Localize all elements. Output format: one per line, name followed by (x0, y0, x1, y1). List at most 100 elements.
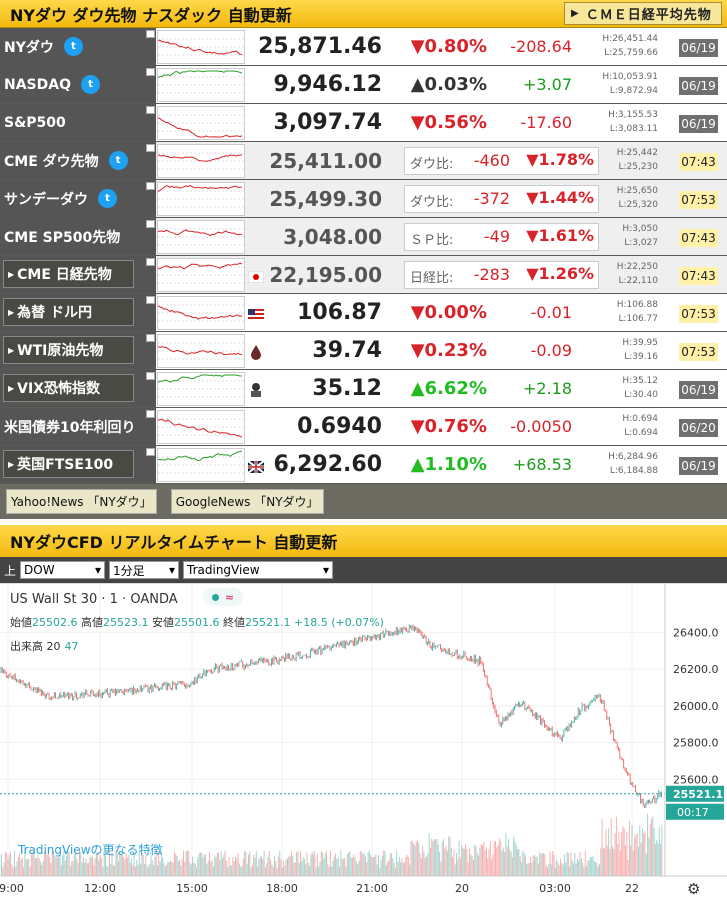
update-time: 06/19 (679, 381, 718, 399)
expand-icon[interactable] (146, 68, 155, 76)
yahoo-news-link[interactable]: Yahoo!News 「NYダウ」 (6, 489, 157, 514)
update-time: 06/19 (679, 77, 718, 95)
volume-bar (631, 824, 633, 876)
volume-bar (242, 858, 244, 876)
row-name-button[interactable]: ▶ VIX恐怖指数 (3, 374, 134, 402)
quote-row: ▶ 為替 ドル円 106.87 ▼0.00% -0.01 H:106.88 L:106.7… (0, 294, 727, 332)
volume-bar (229, 865, 231, 876)
volume-bar (656, 839, 658, 876)
sparkline[interactable] (146, 30, 245, 64)
volume-bar (478, 855, 480, 876)
candlestick-plot[interactable]: 26400.0 26200.0 26000.0 25800.0 25600.0 25521… (0, 584, 727, 902)
interval-select[interactable]: 1分足 ▾ (109, 561, 180, 579)
tradingview-chart[interactable]: 26400.0 26200.0 26000.0 25800.0 25600.0 25521… (0, 583, 727, 902)
google-news-link[interactable]: GoogleNews 「NYダウ」 (170, 489, 324, 514)
settings-gear-icon[interactable]: ⚙ (687, 880, 700, 898)
change-value: -0.01 (530, 303, 572, 322)
high-low: H:0.694 L:0.694 (622, 414, 658, 438)
sparkline[interactable] (146, 410, 245, 444)
volume-bar (85, 858, 87, 876)
expand-icon[interactable] (146, 182, 155, 190)
row-name-button[interactable]: ▶ 為替 ドル円 (3, 298, 134, 326)
change-percent: ▲0.03% (410, 74, 487, 95)
sparkline[interactable] (146, 258, 245, 292)
volume-bar (244, 851, 246, 876)
symbol-select[interactable]: DOW ▾ (20, 561, 106, 579)
expand-icon[interactable] (146, 372, 155, 380)
sparkline[interactable] (146, 448, 245, 482)
provider-select[interactable]: TradingView ▾ (183, 561, 334, 579)
volume-bar (413, 843, 415, 876)
volume-bar (388, 860, 390, 876)
time-tick: 03:00 (539, 882, 571, 895)
volume-bar (296, 852, 298, 876)
twitter-icon[interactable]: t (63, 37, 83, 56)
sparkline[interactable] (146, 182, 245, 216)
status-pill[interactable]: ≈ (203, 588, 243, 606)
volume-bar (137, 864, 139, 876)
price-value: 3,048.00 (283, 224, 382, 249)
quote-row: サンデーダウ t 25,499.30 ダウ比: -372 ▼1.44% H:25,65… (0, 180, 727, 218)
volume-bar (131, 858, 132, 876)
volume-bar (482, 845, 483, 876)
cme-nikkei-button[interactable]: ▶ ＣＭＥ日経平均先物 (564, 2, 722, 25)
volume-bar (641, 828, 643, 876)
change-percent: ▼0.80% (410, 36, 487, 57)
volume-bar (54, 855, 56, 876)
us-flag-icon (248, 306, 264, 321)
volume-bar (46, 854, 48, 876)
expand-icon[interactable] (146, 220, 155, 228)
volume-bar (25, 858, 27, 876)
volume-bar (480, 844, 482, 876)
volume-bar (457, 859, 459, 876)
volume-bar (98, 860, 100, 876)
volume-bar (415, 841, 417, 876)
expand-icon[interactable] (146, 258, 155, 266)
volume-bar (207, 860, 209, 876)
expand-icon[interactable] (146, 30, 155, 38)
expand-icon[interactable] (146, 296, 155, 304)
row-name-button[interactable]: ▶ 英国FTSE100 (3, 450, 134, 478)
volume-bar (8, 854, 10, 876)
twitter-icon[interactable]: t (108, 151, 128, 170)
volume-bar (111, 852, 113, 876)
expand-icon[interactable] (146, 448, 155, 456)
volume-bar (558, 865, 560, 876)
volume-bar (557, 862, 559, 876)
volume-bar (483, 841, 485, 876)
tradingview-features-link[interactable]: TradingViewの更なる特徴 (18, 843, 163, 857)
sparkline[interactable] (146, 68, 245, 102)
volume-bar (60, 864, 62, 876)
volume-bar (519, 856, 521, 876)
sparkline[interactable] (146, 372, 245, 406)
update-time: 07:43 (679, 267, 718, 285)
expand-icon[interactable] (146, 334, 155, 342)
triangle-right-icon: ▶ (8, 383, 15, 393)
sparkline[interactable] (146, 106, 245, 140)
twitter-icon[interactable]: t (81, 75, 100, 94)
comparison-value: -372 (473, 189, 510, 208)
sparkline[interactable] (146, 296, 245, 330)
twitter-icon[interactable]: t (98, 189, 117, 208)
price-value: 0.6940 (297, 414, 382, 439)
volume-bar (56, 857, 58, 876)
expand-icon[interactable] (146, 410, 155, 418)
volume-bar (407, 857, 409, 876)
sparkline[interactable] (146, 220, 245, 254)
time-tick: 20 (455, 882, 469, 895)
volume-bar (21, 857, 23, 876)
expand-icon[interactable] (146, 144, 155, 152)
expand-icon[interactable] (146, 106, 155, 114)
row-name-button[interactable]: ▶ CME 日経先物 (3, 260, 134, 288)
volume-bar (147, 866, 149, 876)
volume-bar (240, 866, 242, 876)
volume-bar (540, 854, 542, 876)
sparkline[interactable] (146, 144, 245, 178)
comparison-percent: ▼1.61% (526, 226, 594, 245)
update-time: 07:43 (679, 229, 718, 247)
sparkline[interactable] (146, 334, 245, 368)
volume-bar (314, 851, 316, 876)
volume-bar (128, 855, 130, 876)
row-name-button[interactable]: ▶ WTI原油先物 (3, 336, 134, 364)
volume-bar (424, 857, 426, 876)
